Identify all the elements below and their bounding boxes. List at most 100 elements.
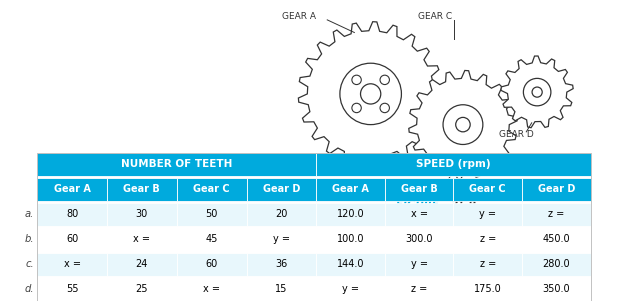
Circle shape — [524, 78, 551, 106]
Text: 50: 50 — [205, 209, 218, 219]
Text: FIGURE: FIGURE — [396, 200, 442, 210]
Text: GEAR A: GEAR A — [282, 12, 316, 21]
Text: x =: x = — [411, 209, 427, 219]
FancyBboxPatch shape — [385, 228, 454, 251]
FancyBboxPatch shape — [37, 178, 107, 201]
Text: Gear A: Gear A — [54, 184, 90, 194]
FancyBboxPatch shape — [37, 228, 107, 251]
Polygon shape — [501, 56, 573, 128]
FancyBboxPatch shape — [37, 278, 107, 301]
Text: b.: b. — [24, 234, 34, 244]
FancyBboxPatch shape — [246, 203, 316, 226]
Text: Gear C: Gear C — [193, 184, 230, 194]
FancyBboxPatch shape — [316, 253, 385, 276]
FancyBboxPatch shape — [37, 203, 107, 226]
Text: 60: 60 — [205, 259, 218, 269]
FancyBboxPatch shape — [246, 178, 316, 201]
Text: x =: x = — [134, 234, 150, 244]
FancyBboxPatch shape — [37, 253, 107, 276]
FancyBboxPatch shape — [246, 228, 316, 251]
FancyBboxPatch shape — [107, 278, 177, 301]
FancyBboxPatch shape — [454, 228, 522, 251]
Text: y =: y = — [273, 234, 290, 244]
Circle shape — [352, 103, 361, 113]
Text: 144.0: 144.0 — [337, 259, 364, 269]
Text: d.: d. — [24, 284, 34, 294]
Text: Gear B: Gear B — [124, 184, 160, 194]
FancyBboxPatch shape — [316, 153, 590, 176]
FancyBboxPatch shape — [177, 228, 246, 251]
FancyBboxPatch shape — [454, 278, 522, 301]
FancyBboxPatch shape — [522, 278, 590, 301]
Text: 80: 80 — [66, 209, 78, 219]
Text: Gear A: Gear A — [332, 184, 369, 194]
Text: 30: 30 — [135, 209, 148, 219]
Text: GEAR D: GEAR D — [499, 129, 534, 138]
Text: 21-9: 21-9 — [451, 200, 477, 210]
Circle shape — [361, 84, 381, 104]
FancyBboxPatch shape — [177, 278, 246, 301]
FancyBboxPatch shape — [385, 278, 454, 301]
FancyBboxPatch shape — [454, 178, 522, 201]
Text: Gear D: Gear D — [263, 184, 300, 194]
Text: GEAR C: GEAR C — [417, 12, 452, 21]
FancyBboxPatch shape — [522, 203, 590, 226]
Text: z =: z = — [411, 284, 427, 294]
Text: 280.0: 280.0 — [542, 259, 570, 269]
Circle shape — [352, 75, 361, 85]
Circle shape — [340, 63, 401, 125]
Text: Gear B: Gear B — [401, 184, 437, 194]
FancyBboxPatch shape — [316, 278, 385, 301]
FancyBboxPatch shape — [107, 253, 177, 276]
Text: z =: z = — [480, 259, 496, 269]
Circle shape — [443, 105, 483, 144]
FancyBboxPatch shape — [316, 178, 385, 201]
Text: GEAR B: GEAR B — [407, 184, 441, 193]
Circle shape — [380, 75, 389, 85]
Text: z =: z = — [480, 234, 496, 244]
Text: 175.0: 175.0 — [474, 284, 502, 294]
Text: 15: 15 — [275, 284, 288, 294]
FancyBboxPatch shape — [107, 228, 177, 251]
Circle shape — [456, 117, 470, 132]
Polygon shape — [409, 70, 517, 179]
FancyBboxPatch shape — [522, 228, 590, 251]
FancyBboxPatch shape — [107, 203, 177, 226]
Text: 25: 25 — [135, 284, 148, 294]
Text: SPEED (rpm): SPEED (rpm) — [416, 159, 491, 169]
Text: c.: c. — [26, 259, 34, 269]
Text: 24: 24 — [135, 259, 148, 269]
FancyBboxPatch shape — [316, 203, 385, 226]
Text: x =: x = — [64, 259, 80, 269]
Text: a.: a. — [25, 209, 34, 219]
FancyBboxPatch shape — [522, 178, 590, 201]
Text: 36: 36 — [275, 259, 288, 269]
Text: 60: 60 — [66, 234, 78, 244]
Text: 300.0: 300.0 — [406, 234, 433, 244]
FancyBboxPatch shape — [177, 253, 246, 276]
Text: Gear D: Gear D — [538, 184, 575, 194]
FancyBboxPatch shape — [385, 253, 454, 276]
Text: y =: y = — [342, 284, 359, 294]
Text: 100.0: 100.0 — [337, 234, 364, 244]
FancyBboxPatch shape — [177, 203, 246, 226]
FancyBboxPatch shape — [454, 203, 522, 226]
FancyBboxPatch shape — [316, 228, 385, 251]
FancyBboxPatch shape — [454, 253, 522, 276]
Text: 450.0: 450.0 — [542, 234, 570, 244]
FancyBboxPatch shape — [522, 253, 590, 276]
FancyBboxPatch shape — [385, 178, 454, 201]
Text: Gear C: Gear C — [469, 184, 506, 194]
Text: y =: y = — [411, 259, 427, 269]
FancyBboxPatch shape — [385, 203, 454, 226]
Circle shape — [380, 103, 389, 113]
Circle shape — [532, 87, 542, 97]
Text: z =: z = — [548, 209, 565, 219]
Text: 20: 20 — [275, 209, 288, 219]
FancyBboxPatch shape — [107, 178, 177, 201]
Text: y =: y = — [479, 209, 496, 219]
Text: 45: 45 — [205, 234, 218, 244]
Text: NUMBER OF TEETH: NUMBER OF TEETH — [121, 159, 232, 169]
FancyBboxPatch shape — [37, 153, 316, 176]
Text: 55: 55 — [66, 284, 78, 294]
